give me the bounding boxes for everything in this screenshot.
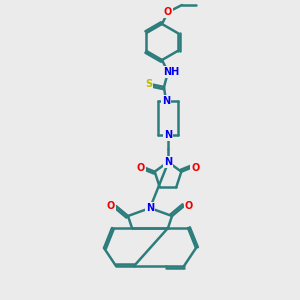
Text: N: N xyxy=(162,96,170,106)
Text: O: O xyxy=(136,163,145,173)
Text: O: O xyxy=(164,7,172,17)
Text: O: O xyxy=(107,201,115,211)
Text: NH: NH xyxy=(163,67,179,77)
Text: O: O xyxy=(191,163,200,173)
Text: N: N xyxy=(164,130,172,140)
Text: S: S xyxy=(146,79,153,89)
Text: N: N xyxy=(164,157,172,167)
Text: N: N xyxy=(146,203,154,213)
Text: O: O xyxy=(185,201,193,211)
